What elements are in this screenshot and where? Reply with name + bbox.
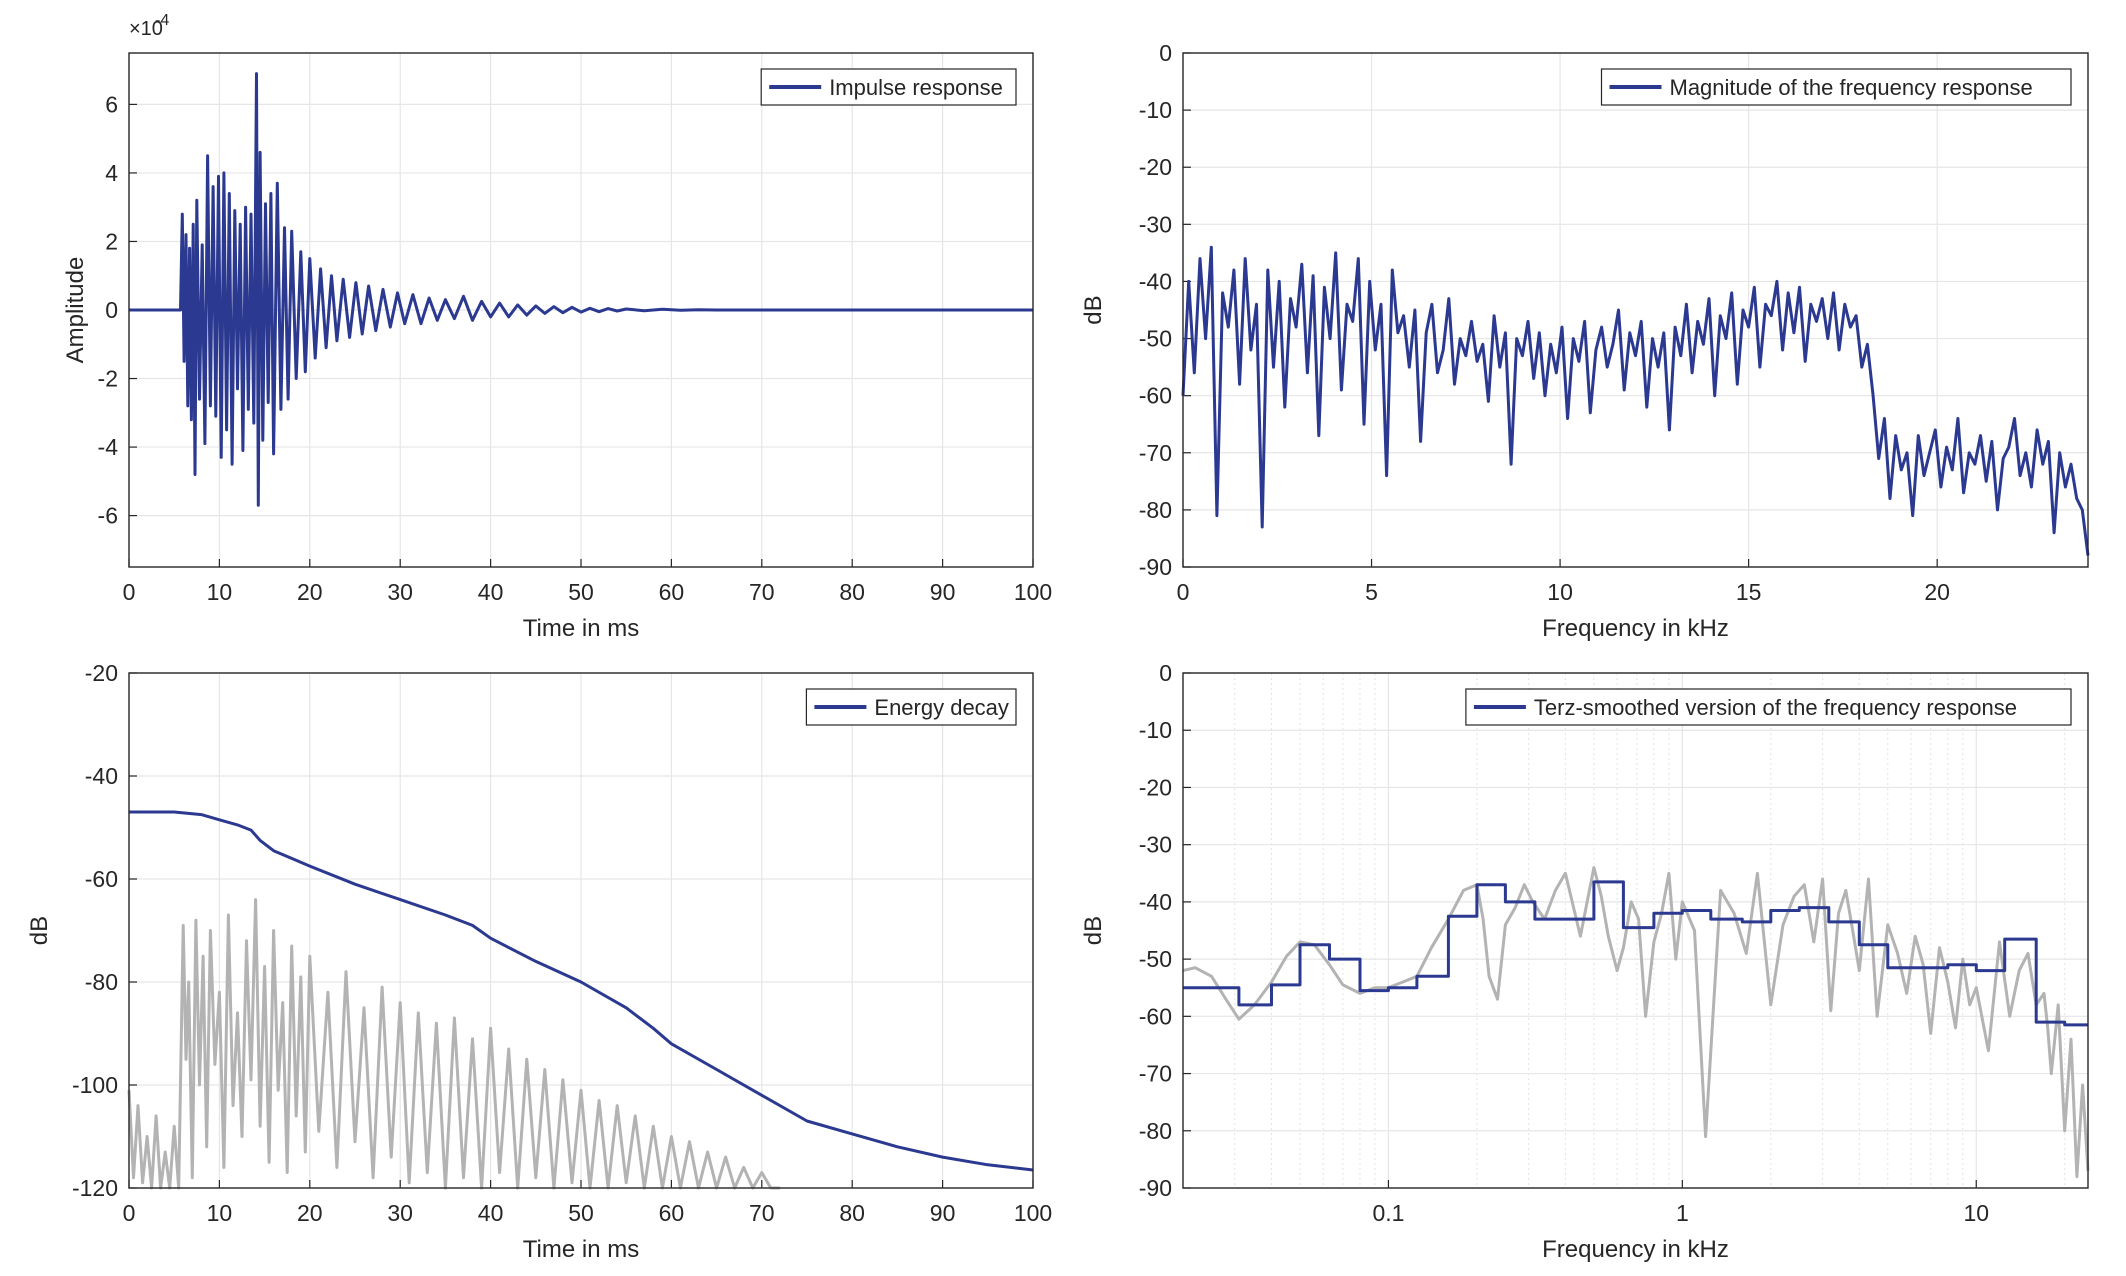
x-tick-label: 50: [568, 1200, 594, 1226]
y-tick-label: -80: [1139, 497, 1172, 523]
y-tick-label: -10: [1139, 97, 1172, 123]
series-line: [1181, 245, 2090, 556]
axes-box: [1182, 672, 2089, 1189]
x-tick-label: 10: [1547, 579, 1573, 605]
y-tick-label: -100: [72, 1072, 118, 1098]
y-axis-label: dB: [1080, 916, 1107, 945]
series-line: [129, 810, 1034, 1172]
plot-area: [1183, 673, 2088, 1188]
series-line: [129, 72, 1033, 507]
energy-decay-panel: 0 10 20 30 40 50 60 70 80 90 100 -20 -40 -60 -80 -100 -1…: [26, 660, 1052, 1263]
x-tick-label: 0: [123, 1200, 136, 1226]
unsmoothed-series-line: [127, 898, 780, 1190]
x-tick-label: 90: [930, 1200, 956, 1226]
y-tick-label: 0: [1159, 660, 1172, 686]
y-tick-label: -60: [1139, 383, 1172, 409]
x-tick-label: 20: [1924, 579, 1950, 605]
y-tick-label: 0: [105, 297, 118, 323]
legend-box: [1465, 688, 2072, 726]
x-tick-label: 40: [478, 1200, 504, 1226]
y-tick-label: 2: [105, 228, 118, 254]
legend-label: Impulse response: [829, 75, 1003, 100]
y-tick-label: 0: [1159, 40, 1172, 66]
x-tick-label: 10: [207, 579, 233, 605]
y-axis-label: dB: [26, 916, 53, 945]
y-tick-label: -6: [98, 503, 118, 529]
x-tick-label: 100: [1014, 1200, 1052, 1226]
axes-box: [128, 672, 1034, 1189]
x-tick-label: 70: [749, 579, 775, 605]
x-tick-label: 5: [1365, 579, 1378, 605]
y-tick-label: -70: [1139, 440, 1172, 466]
x-tick-label: 0.1: [1372, 1200, 1404, 1226]
y-tick-label: -4: [98, 434, 119, 460]
unsmoothed-series-line: [1182, 866, 2090, 1179]
y-tick-label: 4: [105, 160, 118, 186]
x-tick-label: 1: [1676, 1200, 1689, 1226]
x-tick-label: 70: [749, 1200, 775, 1226]
legend-label: Magnitude of the frequency response: [1670, 75, 2033, 100]
x-axis-label: Frequency in kHz: [1542, 1236, 1729, 1263]
legend-box: [1600, 68, 2072, 106]
y-tick-label: -40: [1139, 889, 1172, 915]
legend-label: Energy decay: [874, 695, 1009, 720]
legend-label: Terz-smoothed version of the frequency r…: [1534, 695, 2017, 720]
x-tick-label: 20: [297, 579, 323, 605]
x-tick-label: 30: [387, 579, 413, 605]
x-tick-label: 100: [1014, 579, 1052, 605]
x-tick-label: 15: [1736, 579, 1762, 605]
impulse-response-panel: 0 10 20 30 40 50 60 70 80 90 100 -6 -4 -2 0 2 4 6 Time in …: [62, 12, 1052, 642]
x-tick-label: 60: [659, 1200, 685, 1226]
y-tick-label: -20: [1139, 154, 1172, 180]
y-tick-label: -40: [1139, 268, 1172, 294]
y-tick-label: 6: [105, 91, 118, 117]
y-tick-label: -90: [1139, 1175, 1172, 1201]
x-tick-label: 80: [839, 579, 865, 605]
plot-area: [1183, 53, 2088, 567]
x-tick-label: 10: [1963, 1200, 1989, 1226]
y-tick-label: -40: [85, 763, 118, 789]
y-tick-label: -80: [1139, 1118, 1172, 1144]
x-tick-label: 20: [297, 1200, 323, 1226]
y-tick-label: -2: [98, 366, 118, 392]
y-tick-label: -30: [1139, 832, 1172, 858]
y-tick-label: -30: [1139, 211, 1172, 237]
x-axis-label: Frequency in kHz: [1542, 615, 1729, 642]
y-tick-label: -50: [1139, 946, 1172, 972]
axes-box: [1182, 52, 2089, 568]
x-tick-label: 60: [659, 579, 685, 605]
y-tick-label: -20: [1139, 774, 1172, 800]
y-tick-label: -50: [1139, 326, 1172, 352]
x-tick-label: 0: [123, 579, 136, 605]
y-axis-label: dB: [1080, 295, 1107, 324]
x-tick-label: 90: [930, 579, 956, 605]
exponent-label: ×10: [129, 18, 163, 40]
terz-smoothed-panel: 0.1 1 10 0 -10 -20 -30 -40 -50 -60 -70 -80 -90 Freque…: [1080, 660, 2090, 1263]
series-line: [1183, 880, 2088, 1027]
x-tick-label: 40: [478, 579, 504, 605]
y-tick-label: -70: [1139, 1061, 1172, 1087]
y-tick-label: -80: [85, 969, 118, 995]
x-axis-label: Time in ms: [523, 1236, 639, 1263]
y-tick-label: -60: [1139, 1003, 1172, 1029]
axes-box: [128, 52, 1034, 568]
x-axis-label: Time in ms: [523, 615, 639, 642]
y-tick-label: -20: [85, 660, 118, 686]
y-tick-label: -90: [1139, 554, 1172, 580]
x-tick-label: 0: [1177, 579, 1190, 605]
y-tick-label: -120: [72, 1175, 118, 1201]
magnitude-response-panel: 0 5 10 15 20 0 -10 -20 -30 -40 -50 -60 -70 -80 -90 Freq…: [1080, 40, 2090, 642]
x-tick-label: 10: [207, 1200, 233, 1226]
x-tick-label: 80: [839, 1200, 865, 1226]
y-axis-label: Amplitude: [62, 257, 89, 364]
y-tick-label: -60: [85, 866, 118, 892]
x-tick-label: 30: [387, 1200, 413, 1226]
exponent-power: -4: [155, 12, 169, 29]
y-tick-label: -10: [1139, 717, 1172, 743]
x-tick-label: 50: [568, 579, 594, 605]
